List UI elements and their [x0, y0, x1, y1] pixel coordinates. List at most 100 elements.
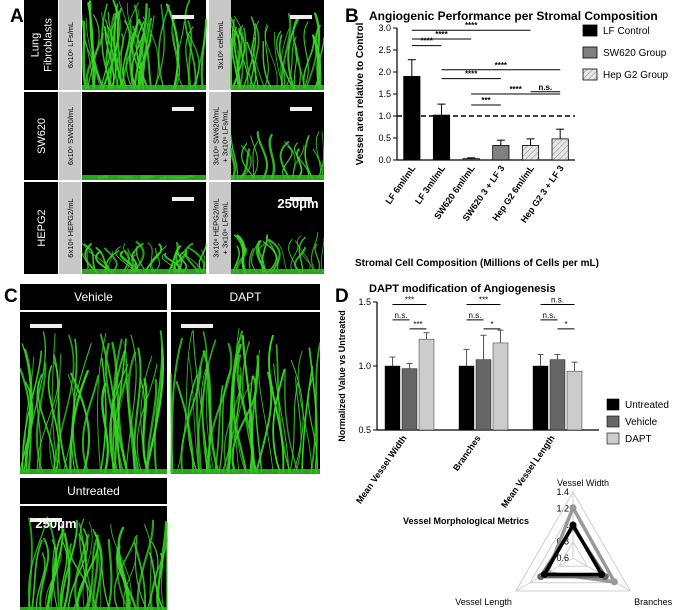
vessel [126, 3, 144, 89]
vessel [315, 131, 322, 179]
vessel [142, 16, 159, 89]
y-tick-label: 1.0 [358, 361, 371, 371]
significance-label: **** [435, 30, 448, 39]
scale-label: 250μm [35, 516, 76, 531]
vessel-base [20, 607, 167, 610]
condition-label: 3x10⁶ SW620/mL+ 3x10⁶ LFs/mL [212, 107, 230, 166]
radar-point [540, 571, 548, 578]
significance-label: n.s. [538, 83, 552, 92]
bar [458, 365, 475, 431]
vessel [133, 347, 142, 474]
vessel [91, 551, 99, 610]
scale-bar [172, 197, 194, 201]
vessel-base [82, 175, 206, 180]
vessel [238, 25, 249, 89]
vessel [320, 237, 324, 273]
bar [549, 359, 566, 431]
significance-label: *** [479, 296, 488, 305]
vessel [294, 142, 309, 179]
bar [521, 145, 540, 161]
vessel [101, 0, 120, 89]
vessel-network [170, 328, 320, 474]
vessel [99, 357, 107, 473]
radar-series [542, 523, 604, 577]
vessel-network [20, 516, 168, 610]
vessel [275, 30, 286, 89]
vessel [233, 328, 240, 473]
vessel [157, 4, 170, 89]
vessel [53, 354, 69, 473]
panel-letter-d: D [335, 286, 349, 307]
panel-a-micrographs: LungFibroblasts 6x10⁶ LFs/mL 3x10⁶ cells/m… [24, 0, 324, 274]
scale-bar [290, 15, 312, 19]
y-tick-label: 2.0 [378, 67, 391, 77]
vessel [304, 135, 314, 179]
vessel [268, 334, 285, 473]
vessel [136, 363, 158, 473]
vessel [171, 15, 179, 89]
chart-b: Angiogenic Performance per Stromal Compo… [355, 9, 668, 269]
vessel [36, 380, 42, 473]
vessel [176, 330, 193, 473]
row-label-line: Lung [30, 33, 42, 57]
vessel-base [231, 175, 324, 180]
vessel [139, 377, 149, 473]
vessel [242, 16, 257, 89]
significance-label: **** [465, 70, 478, 79]
bar [492, 145, 510, 161]
vessel [96, 332, 107, 473]
vessel-network [230, 12, 324, 90]
vessel [52, 334, 75, 473]
vessel [35, 552, 46, 610]
condition-label-line: + 3x10⁶ LFs/mL [221, 202, 230, 255]
bar [566, 370, 583, 431]
panel-c-micrographs: Vehicle DAPT Untreated 250μm [20, 284, 320, 610]
legend-label: DAPT [625, 434, 652, 445]
vessel [297, 235, 311, 273]
vessel [125, 358, 140, 473]
vessel [67, 528, 89, 610]
vessel [258, 349, 274, 473]
vessel [116, 545, 138, 610]
condition-strip [59, 182, 81, 274]
vessel [125, 334, 137, 473]
vessel [59, 540, 68, 610]
condition-label-line: + 3x10⁶ LFs/mL [221, 110, 230, 163]
vessel-network [82, 175, 206, 180]
significance-label: **** [495, 61, 508, 70]
x-tick-label: Mean Vessel Length [499, 433, 557, 509]
vessel [231, 375, 257, 474]
vessel [184, 0, 197, 89]
vessel [116, 7, 122, 89]
vessel [263, 25, 269, 89]
row-label: HEPG2 [36, 209, 48, 246]
row-label-line: Fibroblasts [43, 18, 55, 72]
y-tick-label: 0.5 [358, 425, 371, 435]
legend-swatch [606, 415, 620, 428]
vessel [195, 350, 206, 474]
bar [475, 359, 492, 431]
radar-grid [557, 540, 589, 567]
scale-bar [181, 324, 213, 328]
vessel [230, 37, 240, 89]
legend-swatch [582, 24, 598, 37]
bar [551, 138, 569, 161]
vessel [280, 28, 290, 89]
vessel [153, 330, 164, 473]
significance-label: **** [420, 37, 433, 46]
vessel [272, 369, 286, 473]
condition-strip [59, 92, 81, 180]
radar-grid [514, 491, 632, 592]
vessel [81, 375, 100, 473]
vessel [104, 27, 115, 89]
significance-label: **** [465, 21, 478, 30]
vessel-network [81, 240, 207, 274]
vessel [60, 519, 78, 610]
vessel [284, 368, 299, 473]
condition-label-line: 3x10⁶ cells/mL [216, 21, 225, 70]
vessel [187, 374, 198, 473]
panel-letter-b: B [345, 6, 359, 27]
vessel [101, 3, 114, 89]
bar [492, 342, 509, 431]
x-axis-label: Stromal Cell Composition (Millions of Ce… [355, 258, 599, 269]
